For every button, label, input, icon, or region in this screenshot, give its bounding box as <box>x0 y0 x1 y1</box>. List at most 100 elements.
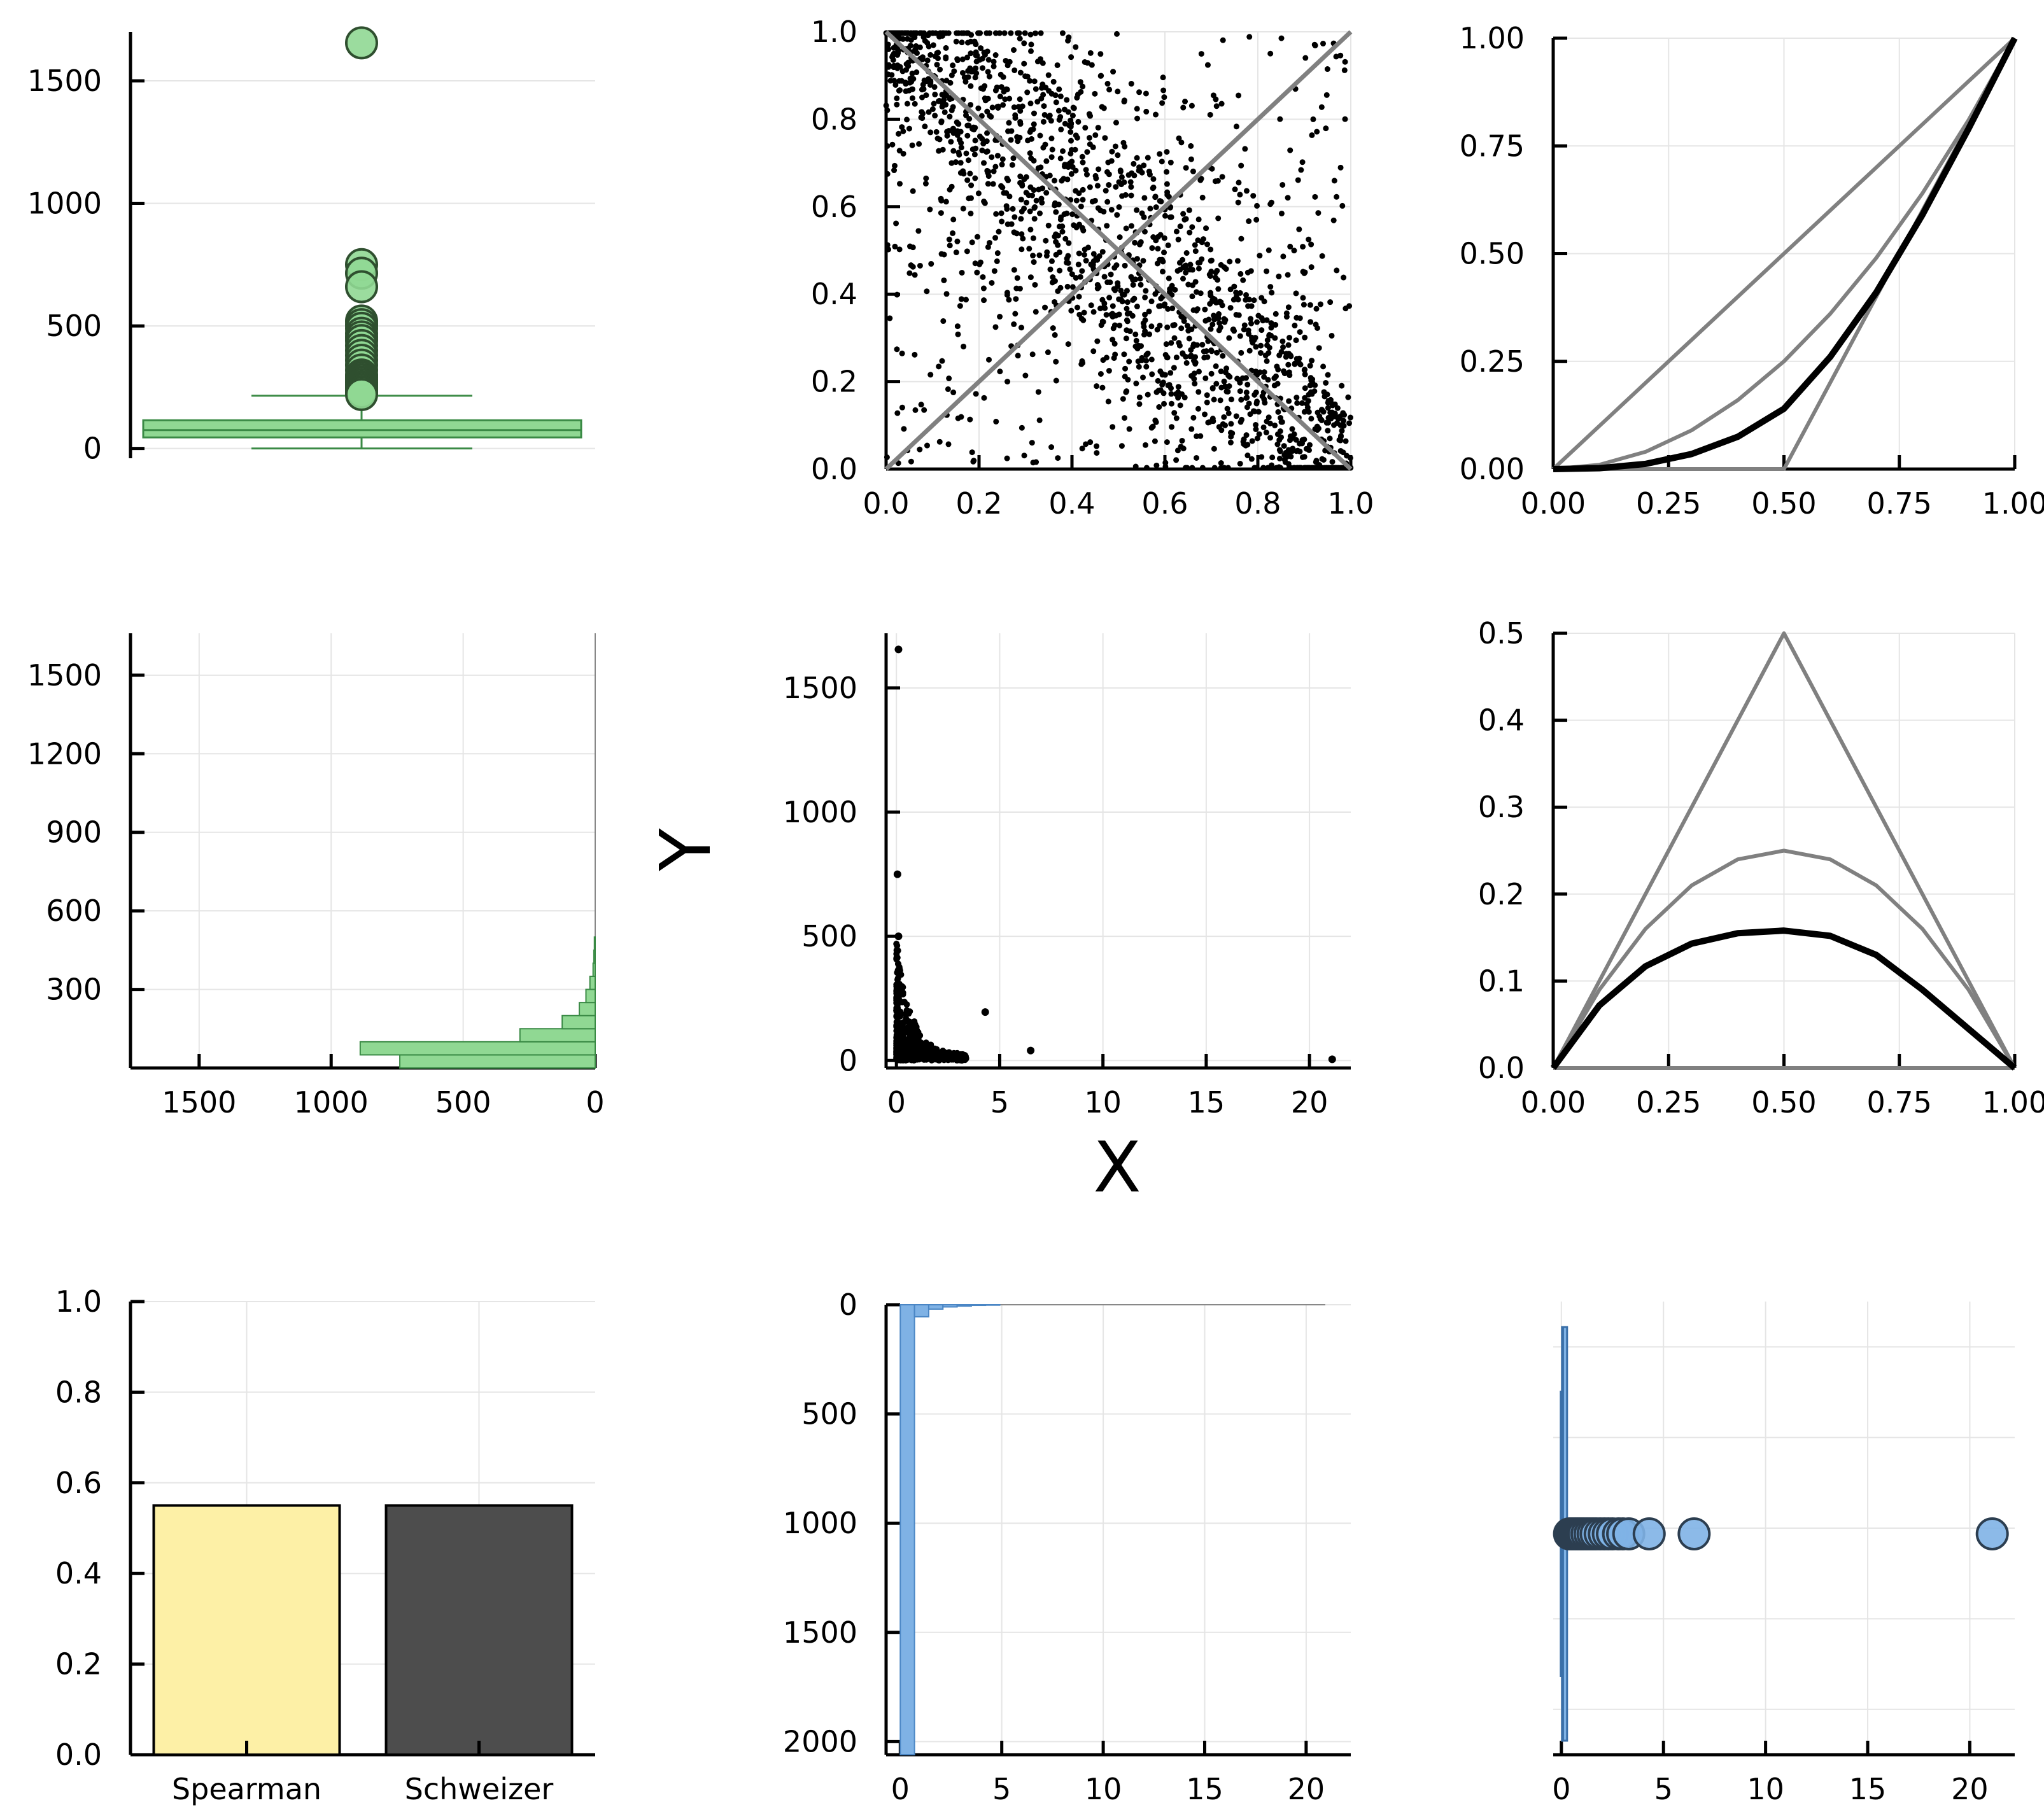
data-point <box>896 87 902 94</box>
data-point <box>1300 295 1306 301</box>
data-point <box>904 116 910 123</box>
data-point <box>1324 66 1330 73</box>
data-point <box>1211 465 1218 471</box>
data-point <box>994 258 1000 264</box>
data-point <box>1316 413 1323 419</box>
data-point <box>1134 106 1140 112</box>
data-point <box>1244 381 1251 388</box>
data-point <box>1164 149 1170 155</box>
data-point <box>1011 67 1018 73</box>
data-point <box>1281 443 1287 449</box>
data-point <box>1018 246 1025 253</box>
data-point <box>1148 298 1155 305</box>
data-point <box>901 1052 908 1059</box>
data-point <box>1285 450 1292 456</box>
data-point <box>964 248 970 255</box>
data-point <box>1157 151 1163 157</box>
data-point <box>994 153 1001 159</box>
data-point <box>894 1002 901 1009</box>
data-point <box>936 363 942 370</box>
data-point <box>887 315 893 321</box>
data-point <box>1218 384 1225 391</box>
data-point <box>1082 125 1089 131</box>
data-point <box>946 236 952 242</box>
data-point <box>929 1048 936 1055</box>
histogram-bar <box>913 1304 929 1317</box>
data-point <box>1138 343 1144 349</box>
data-point <box>1092 172 1099 179</box>
y-tick-label: 0.4 <box>1478 703 1525 738</box>
data-point <box>1283 354 1289 360</box>
data-point <box>1045 222 1052 228</box>
data-point <box>1286 372 1293 379</box>
data-point <box>1162 460 1169 466</box>
data-point <box>1024 73 1031 80</box>
data-point <box>1274 441 1281 447</box>
data-point <box>1296 360 1302 366</box>
x-tick-label: 1.00 <box>1982 486 2044 521</box>
data-point <box>1208 326 1214 332</box>
data-point <box>1240 277 1246 283</box>
y-tick-label: 0.8 <box>811 102 857 136</box>
data-point <box>965 157 971 164</box>
data-point <box>1069 164 1076 170</box>
y-tick-label: 0.3 <box>1478 790 1525 824</box>
data-point <box>1182 98 1188 104</box>
data-point <box>1184 323 1190 329</box>
data-point <box>983 30 990 36</box>
data-point <box>1106 87 1113 93</box>
data-point <box>1145 155 1151 161</box>
data-point <box>1216 320 1223 327</box>
data-point <box>939 92 945 98</box>
data-point <box>884 107 891 113</box>
data-point <box>953 249 959 256</box>
x-tick-label: 0.75 <box>1867 486 1932 521</box>
data-point <box>1296 226 1302 232</box>
x-tick-label: 0.00 <box>1521 1085 1586 1120</box>
data-point <box>1215 286 1222 292</box>
data-point <box>933 129 940 135</box>
data-point <box>973 145 979 151</box>
data-point <box>1253 422 1259 428</box>
data-point <box>997 369 1003 375</box>
data-point <box>891 50 897 57</box>
data-point <box>1010 206 1016 212</box>
data-point <box>891 64 897 71</box>
data-point <box>1013 230 1020 237</box>
data-point <box>1241 322 1248 328</box>
data-point <box>1104 81 1111 87</box>
data-point <box>980 141 987 147</box>
data-point <box>1341 67 1348 73</box>
data-point <box>1210 92 1216 99</box>
data-point <box>941 277 947 283</box>
data-point <box>1188 426 1195 432</box>
data-point <box>1227 286 1234 293</box>
data-point <box>1234 258 1241 264</box>
data-point <box>1276 455 1283 461</box>
data-point <box>1323 380 1329 386</box>
data-point <box>923 175 929 181</box>
data-point <box>1030 460 1036 466</box>
data-point <box>1046 88 1052 94</box>
data-point <box>1271 375 1278 381</box>
data-point <box>1124 288 1130 294</box>
data-point <box>1043 237 1049 244</box>
data-point <box>947 242 953 249</box>
data-point <box>1119 298 1125 305</box>
data-point <box>1278 465 1284 471</box>
data-point <box>1011 321 1017 327</box>
data-point <box>1112 143 1118 150</box>
data-point <box>1164 355 1170 361</box>
data-point <box>1148 356 1155 363</box>
histogram-bar <box>589 975 596 990</box>
data-point <box>1238 349 1244 356</box>
data-point <box>1328 1055 1336 1064</box>
series-line-empirical <box>1553 36 2018 472</box>
data-point <box>975 105 982 111</box>
data-point <box>1250 193 1257 199</box>
data-point <box>950 216 957 223</box>
data-point <box>945 386 951 392</box>
data-point <box>1090 309 1097 315</box>
data-point <box>1117 234 1123 241</box>
data-point <box>1238 397 1244 403</box>
